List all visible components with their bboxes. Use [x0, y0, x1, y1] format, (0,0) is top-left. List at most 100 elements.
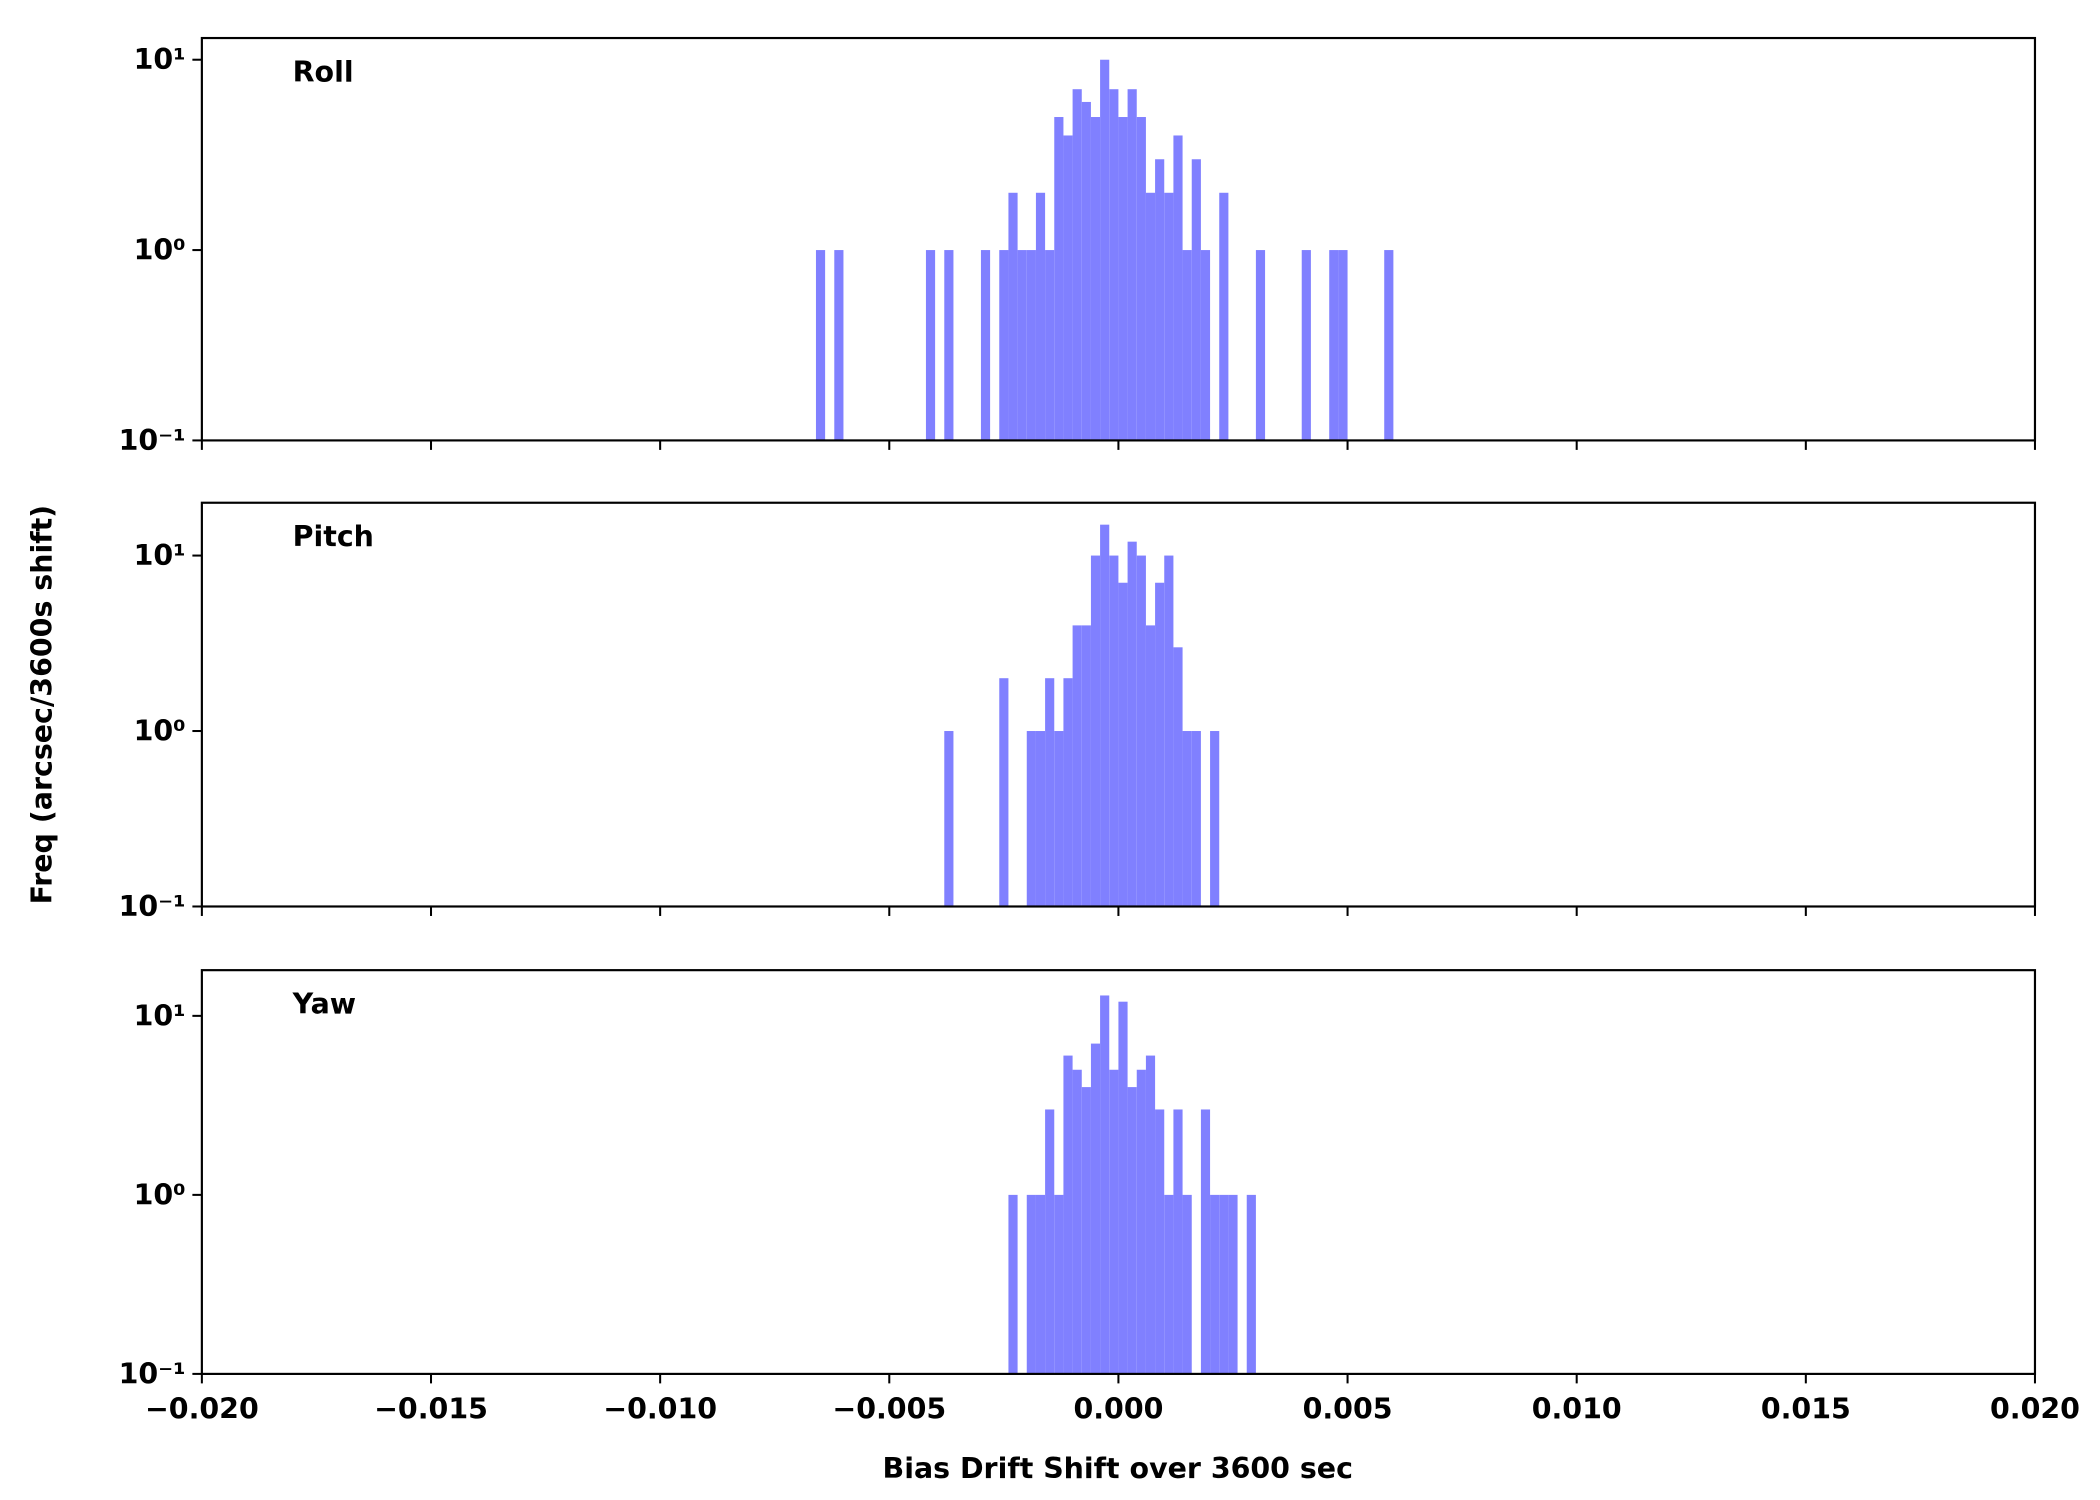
histogram-bar — [815, 250, 826, 441]
histogram-bar — [1045, 678, 1055, 907]
histogram-bar — [1164, 1194, 1174, 1374]
histogram-bar — [1136, 555, 1146, 907]
x-tick-label: 0.005 — [1303, 1393, 1393, 1426]
y-tick-label: 10⁻¹ — [119, 1357, 186, 1390]
histogram-bar — [1109, 89, 1119, 441]
histogram-bar — [1072, 625, 1082, 907]
histogram-bar — [1118, 1001, 1128, 1374]
histogram-bar — [1072, 1069, 1082, 1374]
panel-label: Pitch — [293, 520, 374, 553]
histogram-bar — [1136, 117, 1146, 441]
histogram-bar — [1301, 250, 1311, 441]
histogram-bar — [1228, 1194, 1238, 1374]
histogram-bar — [1054, 1194, 1064, 1374]
histogram-bar — [1072, 89, 1082, 441]
histogram-bar — [999, 678, 1009, 907]
x-tick-label: 0.010 — [1532, 1393, 1622, 1426]
histogram-bar — [1219, 192, 1229, 441]
histogram-bar — [1384, 250, 1394, 441]
histogram-bar — [1026, 731, 1036, 907]
y-tick-label: 10¹ — [134, 539, 186, 572]
histogram-bar — [1054, 731, 1064, 907]
x-tick-label: −0.020 — [145, 1393, 259, 1426]
x-tick-label: 0.000 — [1073, 1393, 1163, 1426]
y-tick-label: 10⁻¹ — [119, 424, 186, 457]
histogram-bar — [1191, 731, 1201, 907]
histogram-bar — [1100, 995, 1110, 1374]
x-tick-label: 0.020 — [1990, 1393, 2080, 1426]
histogram-bar — [1191, 159, 1201, 441]
x-tick-label: −0.010 — [603, 1393, 717, 1426]
histogram-bar — [1090, 555, 1101, 907]
histogram-bar — [1182, 731, 1192, 907]
histogram-bar — [1182, 250, 1192, 441]
histogram-bar — [1338, 250, 1348, 441]
histogram-bar — [1045, 1109, 1055, 1374]
histogram-bar — [1017, 250, 1027, 441]
histogram-bar — [1081, 101, 1091, 441]
histogram-bar — [1127, 541, 1137, 907]
x-tick-label: −0.015 — [374, 1393, 488, 1426]
histogram-bar — [1118, 117, 1128, 441]
histogram-bar — [944, 250, 954, 441]
histogram-bar — [1246, 1194, 1256, 1374]
histogram-bar — [1081, 625, 1091, 907]
histogram-bar — [1210, 1194, 1220, 1374]
histogram-bar — [1155, 582, 1165, 907]
histogram-bar — [1173, 1109, 1183, 1374]
histogram-bar — [999, 250, 1009, 441]
histogram-bar — [1035, 192, 1046, 441]
histogram-bar — [1164, 192, 1174, 441]
histogram-bar — [1035, 731, 1046, 907]
histogram-bar — [1127, 1087, 1137, 1374]
histogram-bar — [1090, 117, 1101, 441]
histogram-bar — [1145, 625, 1156, 907]
y-tick-label: 10⁻¹ — [119, 890, 186, 923]
histogram-bar — [1329, 250, 1339, 441]
panel-label: Yaw — [292, 988, 356, 1021]
histogram-bar — [1127, 89, 1137, 441]
histogram-bar — [1081, 1087, 1091, 1374]
histogram-bar — [1063, 135, 1073, 441]
histogram-bar — [1136, 1069, 1146, 1374]
histogram-bar — [1200, 250, 1211, 441]
histogram-bar — [1182, 1194, 1192, 1374]
histogram-bar — [1008, 1194, 1018, 1374]
histogram-bar — [1100, 59, 1110, 441]
histogram-bar — [944, 731, 954, 907]
y-tick-label: 10⁰ — [134, 234, 186, 267]
y-tick-label: 10⁰ — [134, 1178, 186, 1211]
histogram-bar — [925, 250, 936, 441]
histogram-bar — [1026, 1194, 1036, 1374]
histogram-bar — [1045, 250, 1055, 441]
histogram-bar — [1173, 647, 1183, 907]
histogram-bar — [1026, 250, 1036, 441]
histogram-bar — [1035, 1194, 1046, 1374]
histogram-bar — [1255, 250, 1266, 441]
histogram-bar — [1008, 192, 1018, 441]
histogram-bar — [1155, 159, 1165, 441]
histogram-bar — [980, 250, 991, 441]
x-tick-label: −0.005 — [832, 1393, 946, 1426]
y-tick-label: 10¹ — [134, 43, 186, 76]
histogram-bar — [1118, 582, 1128, 907]
histogram-bar — [1145, 192, 1156, 441]
y-tick-label: 10⁰ — [134, 715, 186, 748]
histogram-bar — [1100, 524, 1110, 907]
histogram-bar — [1063, 1055, 1073, 1374]
histogram-bar — [1145, 1055, 1156, 1374]
histogram-bar — [1109, 555, 1119, 907]
histogram-bar — [1109, 1069, 1119, 1374]
histogram-bar — [1164, 555, 1174, 907]
histogram-bar — [1054, 117, 1064, 441]
x-axis-label: Bias Drift Shift over 3600 sec — [883, 1452, 1353, 1485]
y-tick-label: 10¹ — [134, 999, 186, 1032]
histogram-bar — [1063, 678, 1073, 907]
histogram-bar — [1210, 731, 1220, 907]
x-tick-label: 0.015 — [1761, 1393, 1851, 1426]
histogram-bar — [834, 250, 844, 441]
panel-label: Roll — [293, 55, 354, 88]
histogram-bar — [1173, 135, 1183, 441]
